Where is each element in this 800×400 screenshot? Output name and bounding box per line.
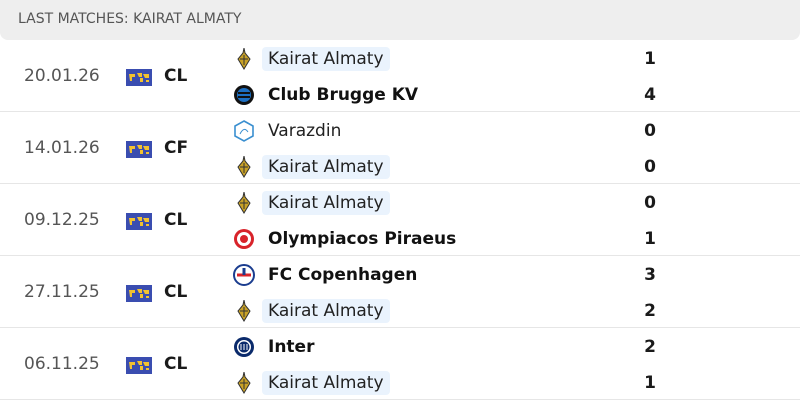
home-score: 3 <box>644 265 656 285</box>
kairat-crest-icon <box>232 299 256 323</box>
match-date: 20.01.26 <box>24 66 100 86</box>
section-title: LAST MATCHES: KAIRAT ALMATY <box>18 11 242 27</box>
away-team[interactable]: Olympiacos Piraeus <box>232 226 462 252</box>
competition-code: CL <box>164 354 188 374</box>
competition-code: CL <box>164 282 188 302</box>
home-team[interactable]: Inter <box>232 334 320 360</box>
home-team-name: Kairat Almaty <box>262 191 390 215</box>
kairat-crest-icon <box>232 47 256 71</box>
world-competition-icon <box>126 285 152 302</box>
away-team-name: Kairat Almaty <box>262 155 390 179</box>
olympiacos-crest-icon <box>232 227 256 251</box>
home-team[interactable]: Varazdin <box>232 118 347 144</box>
inter-crest-icon <box>232 335 256 359</box>
home-team[interactable]: Kairat Almaty <box>232 190 390 216</box>
club-brugge-crest-icon <box>232 83 256 107</box>
match-row[interactable]: 14.01.26 CF Varazdin Kairat Almaty 0 0 <box>0 112 800 184</box>
home-score: 0 <box>644 121 656 141</box>
away-team-name: Kairat Almaty <box>262 371 390 395</box>
home-team-name: FC Copenhagen <box>268 265 418 285</box>
home-team[interactable]: Kairat Almaty <box>232 46 390 72</box>
away-score: 4 <box>644 85 656 105</box>
match-row[interactable]: 06.11.25 CL Inter Kairat Almaty 2 1 <box>0 328 800 400</box>
home-score: 2 <box>644 337 656 357</box>
kairat-crest-icon <box>232 191 256 215</box>
home-score: 1 <box>644 49 656 69</box>
match-date: 27.11.25 <box>24 282 100 302</box>
away-team-name: Kairat Almaty <box>262 299 390 323</box>
world-competition-icon <box>126 141 152 158</box>
match-date: 09.12.25 <box>24 210 100 230</box>
away-team[interactable]: Kairat Almaty <box>232 298 390 324</box>
fc-copenhagen-crest-icon <box>232 263 256 287</box>
varazdin-crest-icon <box>232 119 256 143</box>
world-competition-icon <box>126 357 152 374</box>
away-score: 0 <box>644 157 656 177</box>
away-team-name: Club Brugge KV <box>268 85 419 105</box>
world-competition-icon <box>126 213 152 230</box>
world-competition-icon <box>126 69 152 86</box>
home-team-name: Varazdin <box>268 121 342 141</box>
away-team-name: Olympiacos Piraeus <box>268 229 457 249</box>
kairat-crest-icon <box>232 371 256 395</box>
competition-code: CF <box>164 138 189 158</box>
home-team-name: Inter <box>268 337 315 357</box>
competition-code: CL <box>164 210 188 230</box>
away-team[interactable]: Kairat Almaty <box>232 370 390 396</box>
competition-code: CL <box>164 66 188 86</box>
home-team-name: Kairat Almaty <box>262 47 390 71</box>
match-row[interactable]: 27.11.25 CL FC Copenhagen Kairat Almaty 3… <box>0 256 800 328</box>
match-row[interactable]: 09.12.25 CL Kairat Almaty Olympiacos Pira… <box>0 184 800 256</box>
away-score: 1 <box>644 373 656 393</box>
match-date: 06.11.25 <box>24 354 100 374</box>
away-team[interactable]: Club Brugge KV <box>232 82 424 108</box>
section-header: LAST MATCHES: KAIRAT ALMATY <box>0 0 800 40</box>
away-team[interactable]: Kairat Almaty <box>232 154 390 180</box>
away-score: 2 <box>644 301 656 321</box>
home-score: 0 <box>644 193 656 213</box>
kairat-crest-icon <box>232 155 256 179</box>
home-team[interactable]: FC Copenhagen <box>232 262 423 288</box>
match-row[interactable]: 20.01.26 CL Kairat Almaty Club Brugge KV … <box>0 40 800 112</box>
away-score: 1 <box>644 229 656 249</box>
match-date: 14.01.26 <box>24 138 100 158</box>
